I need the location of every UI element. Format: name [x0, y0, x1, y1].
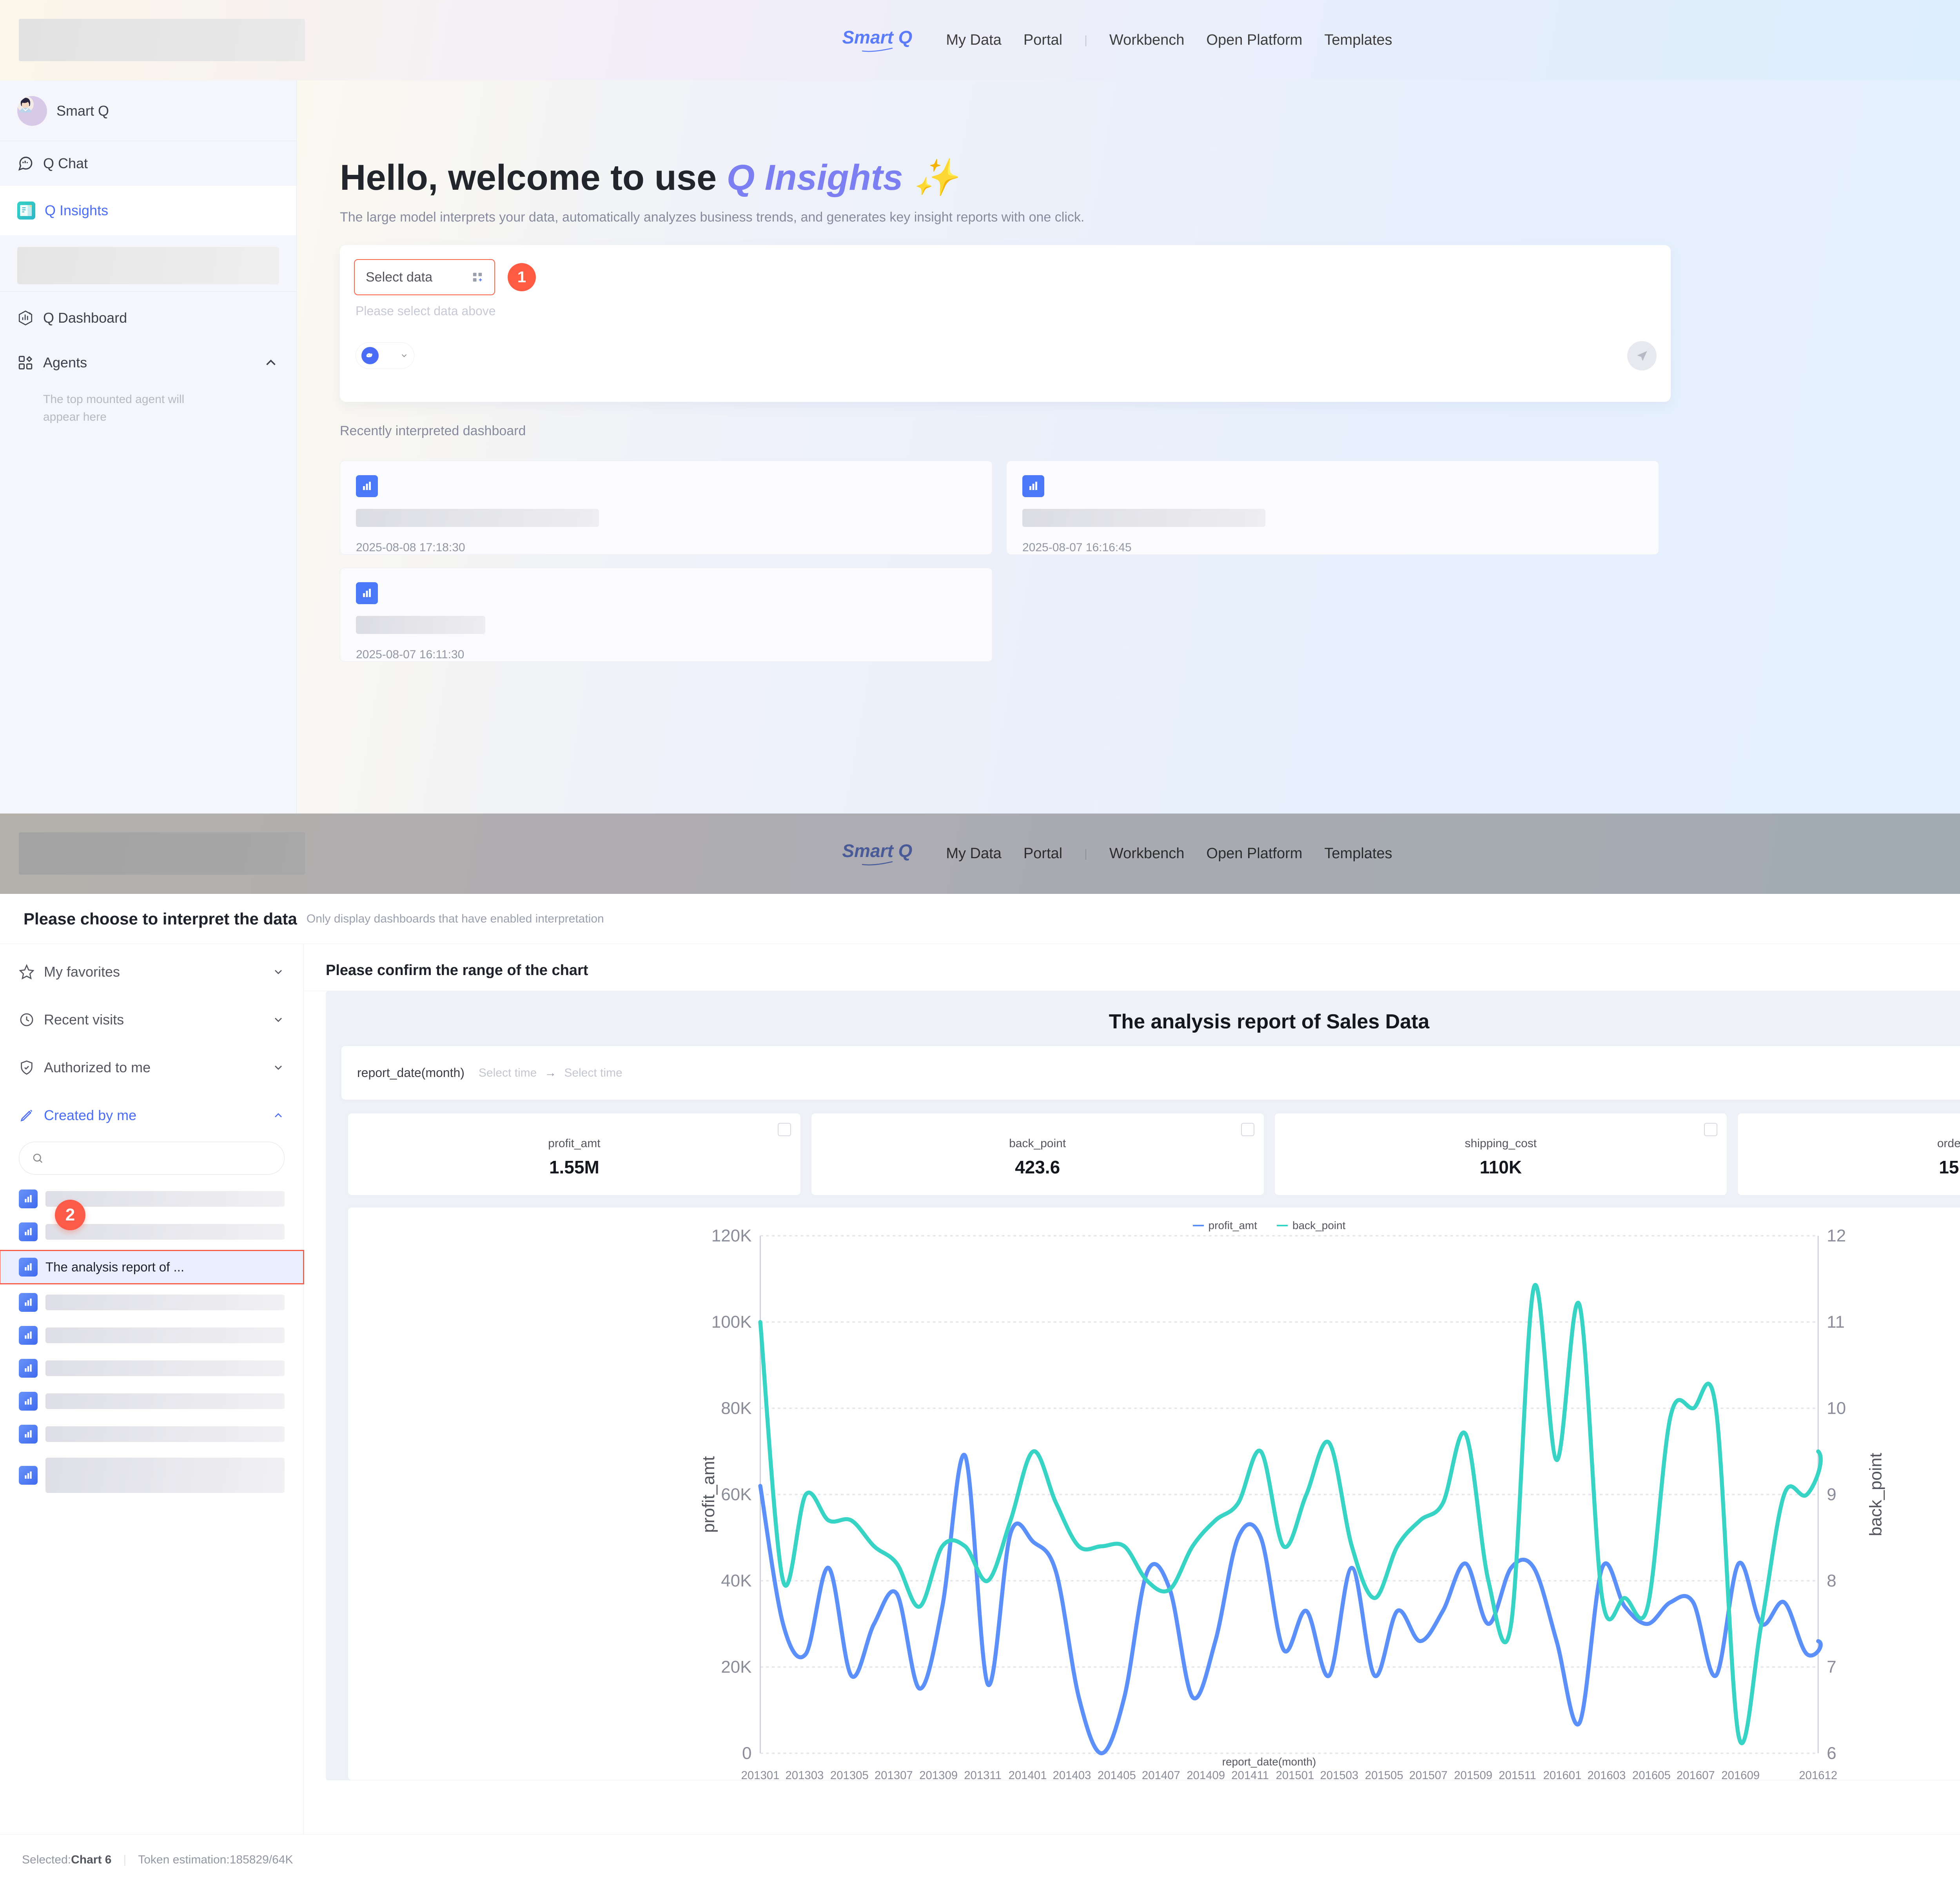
svg-text:20K: 20K — [721, 1658, 751, 1677]
svg-text:100K: 100K — [711, 1313, 752, 1332]
svg-text:201612: 201612 — [1799, 1769, 1837, 1782]
svg-text:201509: 201509 — [1454, 1769, 1492, 1782]
svg-text:201401: 201401 — [1009, 1769, 1047, 1782]
svg-text:201307: 201307 — [875, 1769, 913, 1782]
svg-text:201603: 201603 — [1587, 1769, 1626, 1782]
svg-text:201601: 201601 — [1543, 1769, 1582, 1782]
svg-text:201403: 201403 — [1053, 1769, 1091, 1782]
svg-text:201311: 201311 — [964, 1769, 1002, 1782]
svg-text:profit_amt: profit_amt — [699, 1456, 718, 1533]
svg-text:12: 12 — [1827, 1226, 1846, 1246]
svg-text:201411: 201411 — [1231, 1769, 1269, 1782]
svg-text:10: 10 — [1827, 1399, 1846, 1418]
svg-text:8: 8 — [1827, 1571, 1836, 1591]
svg-text:0: 0 — [742, 1744, 751, 1763]
svg-text:201605: 201605 — [1632, 1769, 1671, 1782]
svg-text:80K: 80K — [721, 1399, 751, 1418]
svg-text:201609: 201609 — [1721, 1769, 1760, 1782]
svg-text:201511: 201511 — [1499, 1769, 1536, 1782]
svg-text:201507: 201507 — [1409, 1769, 1448, 1782]
svg-text:201607: 201607 — [1677, 1769, 1715, 1782]
svg-text:back_point: back_point — [1866, 1453, 1886, 1536]
svg-text:201305: 201305 — [830, 1769, 869, 1782]
svg-text:201501: 201501 — [1276, 1769, 1314, 1782]
svg-text:201505: 201505 — [1365, 1769, 1403, 1782]
svg-text:201407: 201407 — [1142, 1769, 1180, 1782]
svg-text:201301: 201301 — [741, 1769, 780, 1782]
svg-text:9: 9 — [1827, 1485, 1836, 1504]
svg-text:6: 6 — [1827, 1744, 1836, 1763]
svg-text:120K: 120K — [711, 1226, 752, 1246]
svg-text:201303: 201303 — [785, 1769, 824, 1782]
svg-text:201405: 201405 — [1098, 1769, 1136, 1782]
svg-text:60K: 60K — [721, 1485, 751, 1504]
svg-text:7: 7 — [1827, 1658, 1836, 1677]
svg-text:11: 11 — [1827, 1313, 1845, 1332]
svg-text:40K: 40K — [721, 1571, 751, 1591]
svg-text:201409: 201409 — [1187, 1769, 1225, 1782]
svg-text:201503: 201503 — [1320, 1769, 1358, 1782]
svg-text:201309: 201309 — [919, 1769, 958, 1782]
